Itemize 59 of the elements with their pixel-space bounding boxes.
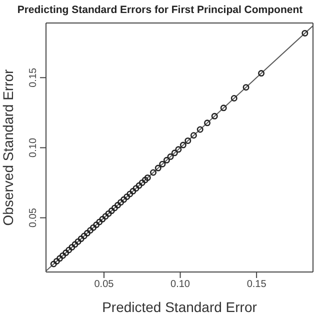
point: [167, 153, 174, 160]
point: [138, 179, 146, 186]
point: [184, 137, 192, 144]
point: [126, 190, 134, 198]
point: [175, 146, 182, 153]
x-axis-title: Predicted Standard Error: [102, 299, 258, 315]
point: [78, 236, 84, 242]
point: [150, 169, 157, 176]
point: [124, 194, 130, 200]
point: [114, 202, 121, 208]
point: [142, 176, 148, 184]
point: [80, 232, 88, 240]
x-tick-label: 0.10: [170, 279, 190, 290]
point: [105, 210, 112, 217]
point: [50, 260, 57, 268]
point: [93, 222, 100, 228]
point: [60, 252, 66, 259]
x-tick-label: 0.05: [94, 279, 114, 290]
point: [204, 120, 211, 126]
point: [118, 199, 124, 206]
point: [68, 244, 76, 250]
point: [102, 213, 109, 220]
point: [171, 150, 178, 156]
point: [258, 70, 265, 77]
y-axis-title: Observed Standard Error: [0, 68, 16, 226]
x-tick-label: 0.15: [246, 279, 267, 290]
point: [99, 216, 106, 222]
point: [136, 182, 142, 189]
y-tick-label: 0.05: [28, 208, 39, 228]
point: [62, 250, 70, 256]
point: [86, 227, 94, 234]
point: [130, 188, 136, 194]
y-tick-label: 0.10: [28, 138, 39, 158]
point: [180, 142, 186, 148]
point: [56, 255, 63, 262]
point: [111, 204, 118, 212]
point: [132, 185, 140, 192]
point: [120, 196, 128, 203]
point: [220, 104, 227, 112]
point: [196, 126, 204, 133]
point: [159, 160, 166, 168]
point: [72, 241, 78, 248]
point: [230, 94, 238, 102]
point: [53, 258, 60, 264]
point: [96, 218, 103, 226]
point: [190, 132, 197, 139]
point: [154, 164, 162, 172]
point: [66, 246, 72, 254]
point: [144, 174, 151, 181]
y-tick-label: 0.15: [28, 67, 39, 88]
point: [108, 208, 115, 214]
point: [242, 84, 250, 91]
point: [84, 230, 90, 236]
point: [74, 238, 82, 245]
point: [90, 224, 97, 231]
point: [211, 112, 218, 120]
point: [163, 156, 170, 164]
point: [302, 30, 308, 36]
chart-title: Predicting Standard Errors for First Principal Component: [16, 4, 304, 16]
